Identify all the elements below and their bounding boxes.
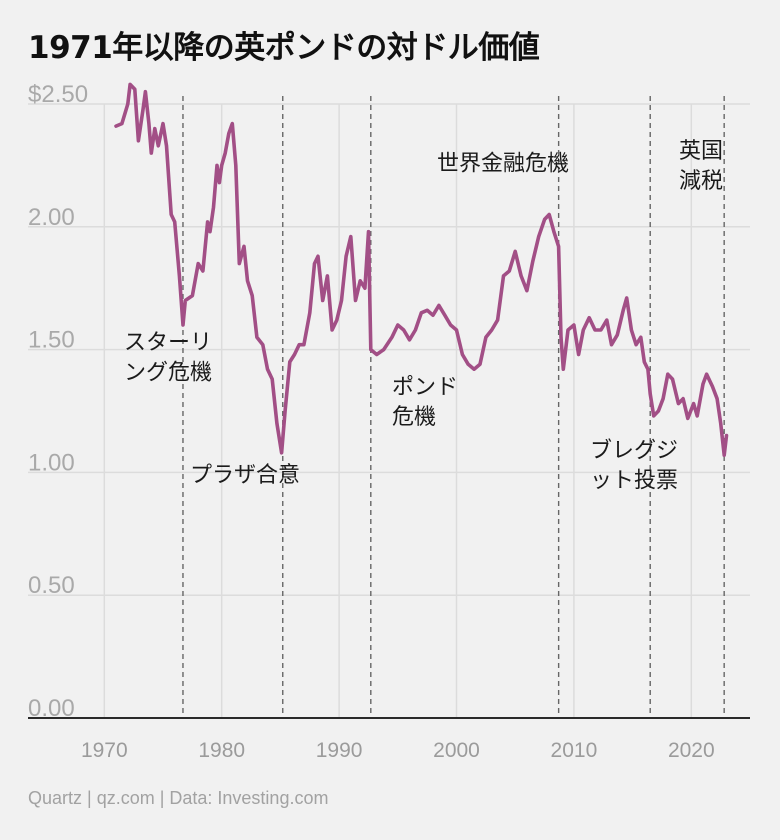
- event-label: 減税: [679, 169, 723, 194]
- x-axis-ticks: 1970 1980 1990 2000 2010 2020: [81, 739, 715, 762]
- event-label: プラザ合意: [190, 463, 300, 488]
- x-tick-label: 2020: [668, 739, 715, 762]
- y-axis-ticks: $2.502.001.501.000.500.00: [28, 81, 88, 722]
- chart-title: 1971年以降の英ポンドの対ドル価値: [28, 30, 540, 66]
- event-label: ング危機: [124, 361, 212, 386]
- y-tick-label: $2.50: [28, 81, 88, 108]
- x-tick-label: 1970: [81, 739, 128, 762]
- gbp-usd-series-line: [114, 82, 729, 457]
- y-tick-label: 1.50: [28, 327, 75, 354]
- event-label: ット投票: [590, 469, 678, 494]
- x-tick-label: 2010: [551, 739, 598, 762]
- event-markers: [182, 96, 725, 718]
- event-label: 英国: [679, 139, 723, 164]
- x-tick-label: 1980: [198, 739, 245, 762]
- event-label: ブレグジ: [590, 439, 678, 464]
- y-tick-label: 2.00: [28, 204, 75, 231]
- event-label: スターリ: [124, 331, 212, 356]
- series-line-layer: [114, 82, 729, 457]
- x-tick-label: 1990: [316, 739, 363, 762]
- event-label: 世界金融危機: [437, 151, 569, 176]
- source-footer: Quartz | qz.com | Data: Investing.com: [28, 788, 329, 808]
- y-tick-label: 0.50: [28, 572, 75, 599]
- event-label: 危機: [392, 405, 436, 430]
- gridlines: [28, 103, 750, 718]
- y-tick-label: 1.00: [28, 449, 75, 476]
- event-label: ポンド: [392, 375, 458, 400]
- x-tick-label: 2000: [433, 739, 480, 762]
